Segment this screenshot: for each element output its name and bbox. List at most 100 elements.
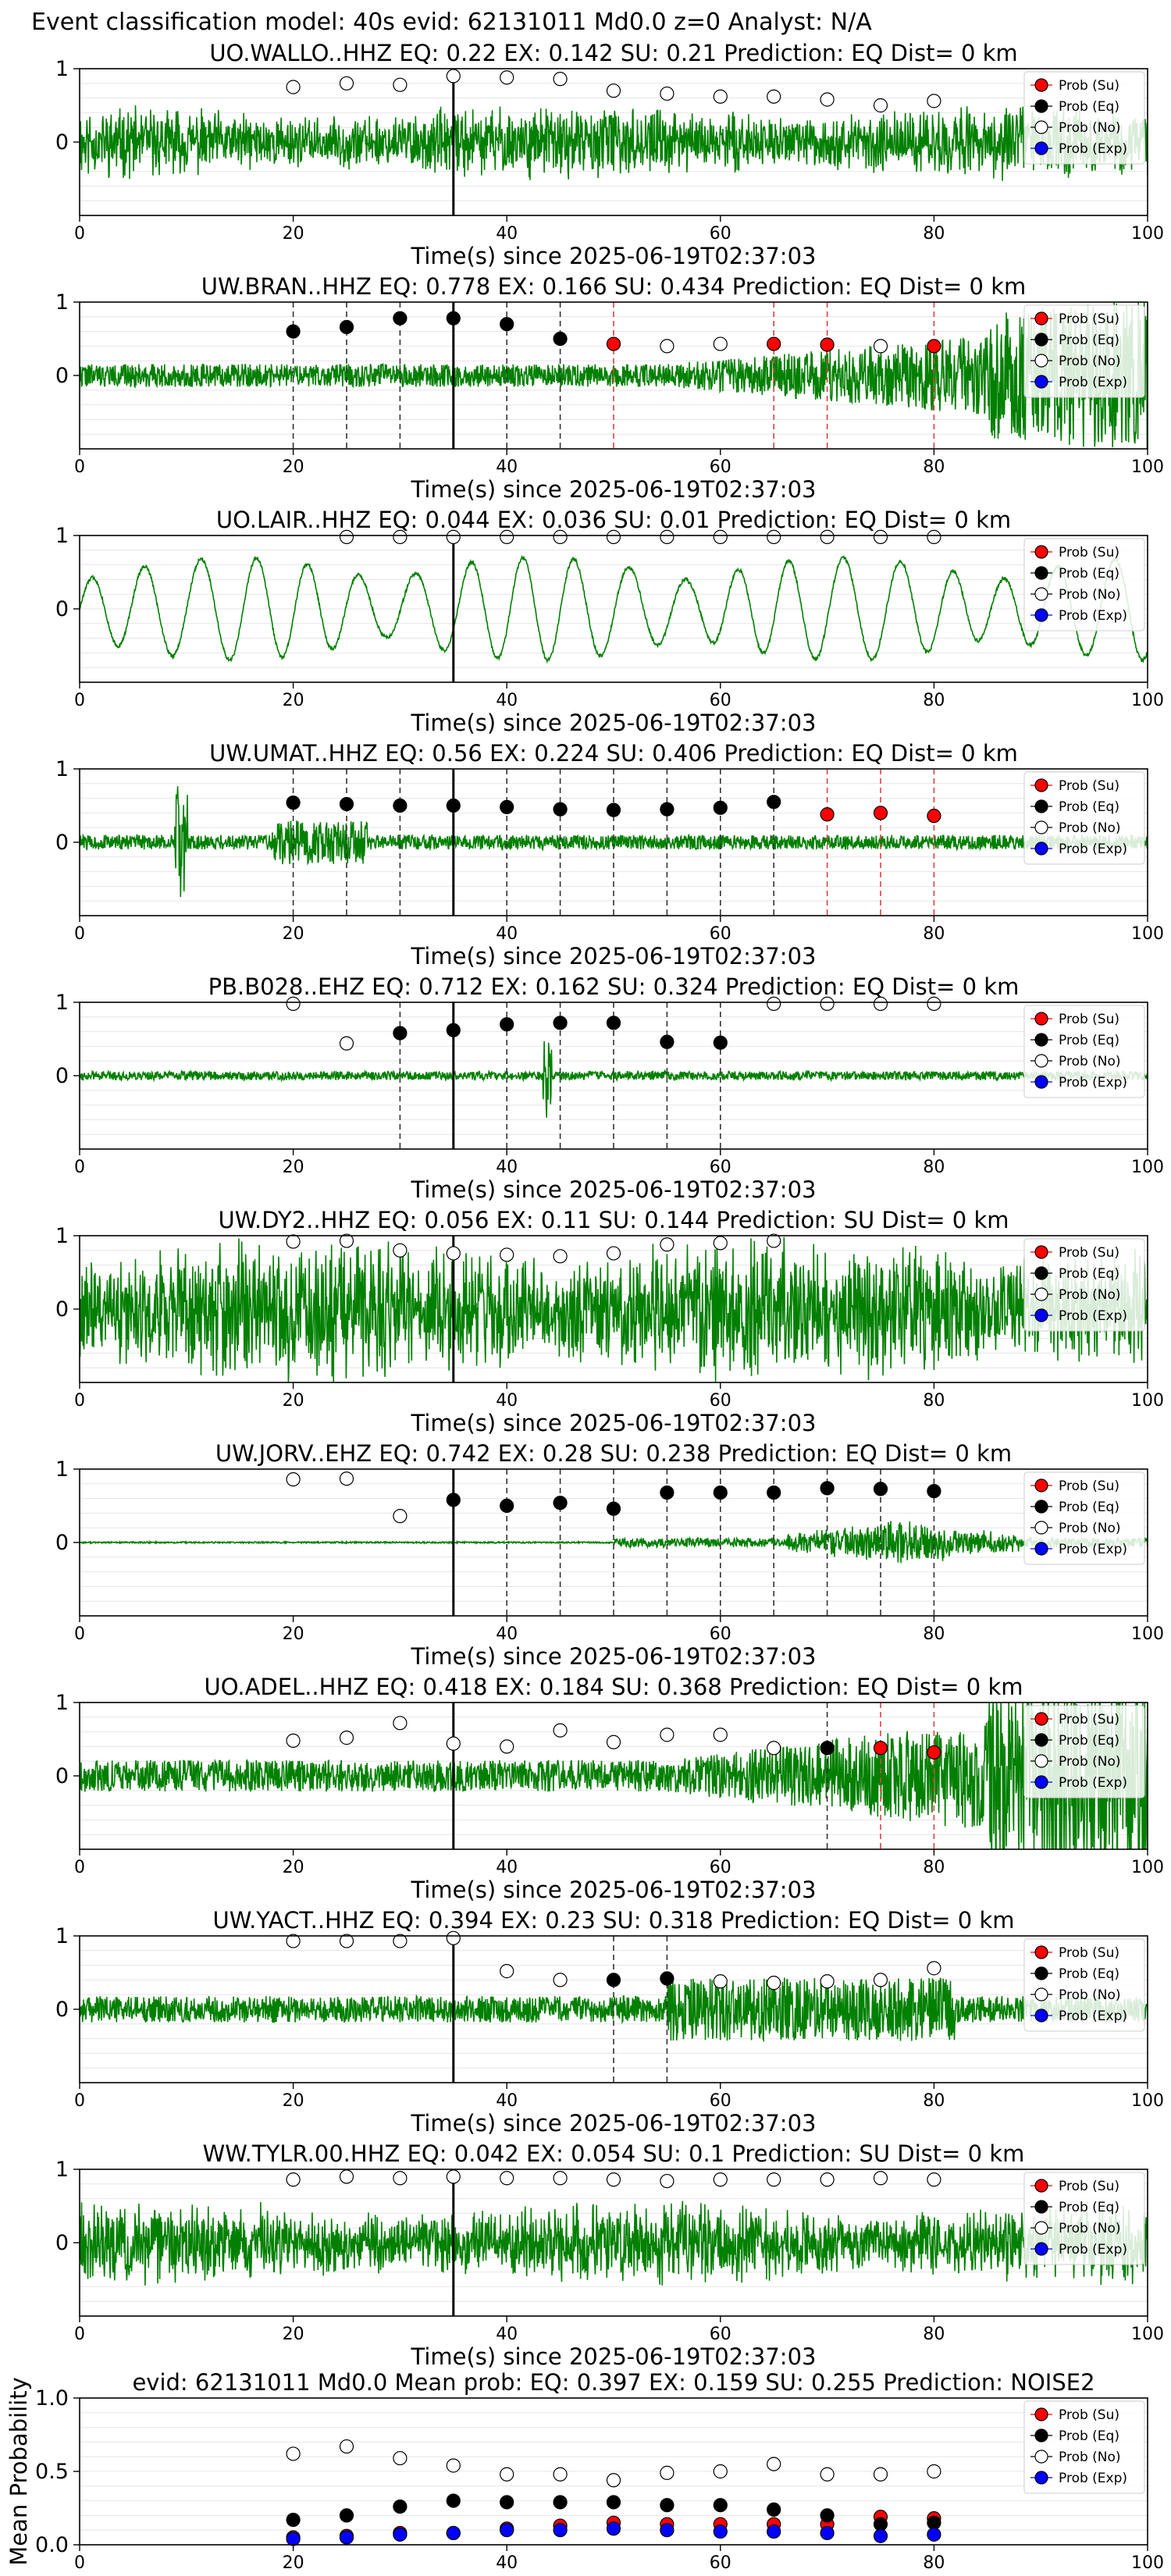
prob-marker-probsu xyxy=(820,337,835,352)
x-tick-label: 20 xyxy=(283,457,304,477)
prob-marker-probno xyxy=(927,94,941,109)
y-tick-label: 1 xyxy=(55,757,69,781)
prob-marker-probeq xyxy=(393,311,408,326)
prob-marker-probeq xyxy=(286,324,301,339)
prob-marker-probno xyxy=(286,996,301,1011)
station-panel-2: UW.BRAN..HHZ EQ: 0.778 EX: 0.166 SU: 0.4… xyxy=(55,273,1164,503)
prob-marker-probno xyxy=(820,2172,835,2187)
legend-marker xyxy=(1034,99,1048,113)
prob-marker-probeq xyxy=(339,319,354,335)
prob-marker-probeq xyxy=(713,1035,728,1050)
prob-marker-probeq xyxy=(927,1484,941,1499)
prob-marker-probno xyxy=(713,1727,728,1742)
prob-marker-probsu xyxy=(927,339,941,354)
prob-marker-probexp xyxy=(393,2527,408,2542)
prob-marker-probeq xyxy=(286,795,301,810)
legend: Prob (Su) Prob (Eq) Prob (No) Prob (Exp) xyxy=(1023,1005,1145,1098)
legend-marker xyxy=(1034,354,1048,368)
legend-marker xyxy=(1034,2008,1048,2023)
panel-title: UW.YACT..HHZ EQ: 0.394 EX: 0.23 SU: 0.31… xyxy=(213,1907,1015,1934)
x-tick-label: 80 xyxy=(923,924,945,944)
legend-marker xyxy=(1034,1500,1048,1514)
legend-label: Prob (Eq) xyxy=(1059,99,1119,115)
legend-label: Prob (Exp) xyxy=(1059,375,1127,390)
x-tick-label: 80 xyxy=(923,1624,945,1644)
legend: Prob (Su) Prob (Eq) Prob (No) Prob (Exp) xyxy=(1023,71,1145,165)
prob-marker-probno xyxy=(393,2171,408,2186)
prob-marker-probno xyxy=(713,1974,728,1989)
prob-marker-probno xyxy=(339,2169,354,2184)
x-tick-label: 60 xyxy=(710,2325,731,2344)
prob-marker-probno xyxy=(446,1246,461,1261)
station-panel-10: WW.TYLR.00.HHZ EQ: 0.042 EX: 0.054 SU: 0… xyxy=(55,2140,1164,2370)
legend-marker xyxy=(1034,2471,1048,2485)
x-axis-label: Time(s) since 2025-06-19T02:37:03 xyxy=(411,1176,817,1203)
prob-marker-probexp xyxy=(660,2523,674,2538)
y-tick-label: 0 xyxy=(55,1064,69,1088)
station-panel-8: UO.ADEL..HHZ EQ: 0.418 EX: 0.184 SU: 0.3… xyxy=(55,1674,1164,1903)
y-tick-label: 1 xyxy=(55,991,69,1015)
x-axis-label: Time(s) since 2025-06-19T02:37:03 xyxy=(411,1410,817,1436)
prob-marker-probeq xyxy=(660,1971,674,1986)
x-tick-label: 0 xyxy=(74,457,85,477)
prob-marker-probno xyxy=(393,1509,408,1524)
y-tick-label: 0.0 xyxy=(35,2533,69,2557)
prob-marker-probeq xyxy=(767,2502,781,2517)
x-tick-label: 100 xyxy=(1131,1158,1164,1177)
prob-marker-probno xyxy=(820,996,835,1011)
prob-marker-probno xyxy=(820,529,835,544)
x-axis-label: Time(s) since 2025-06-19T02:37:03 xyxy=(411,943,817,970)
x-tick-label: 80 xyxy=(923,2325,945,2344)
legend-marker xyxy=(1034,1308,1048,1322)
prob-marker-probno xyxy=(713,336,728,351)
prob-marker-probeq xyxy=(500,799,514,814)
x-tick-label: 80 xyxy=(923,2091,945,2111)
x-tick-label: 40 xyxy=(496,1624,518,1644)
legend: Prob (Su) Prob (Eq) Prob (No) Prob (Exp) xyxy=(1023,771,1145,865)
prob-marker-probno xyxy=(873,1973,888,1987)
prob-marker-probno xyxy=(286,2172,301,2187)
y-tick-label: 1 xyxy=(55,1924,69,1948)
prob-marker-probno xyxy=(286,1733,301,1748)
prob-marker-probeq xyxy=(446,311,461,326)
legend: Prob (Su) Prob (Eq) Prob (No) Prob (Exp) xyxy=(1023,304,1145,398)
prob-marker-probno xyxy=(767,2172,781,2187)
prob-marker-probno xyxy=(339,1471,354,1486)
legend-label: Prob (No) xyxy=(1059,1054,1121,1069)
prob-marker-probno xyxy=(660,1727,674,1742)
legend-label: Prob (No) xyxy=(1059,587,1121,603)
prob-marker-probno xyxy=(500,1247,514,1262)
x-tick-label: 0 xyxy=(74,1624,85,1644)
prob-marker-probno xyxy=(606,2473,621,2488)
x-tick-label: 40 xyxy=(496,2091,518,2111)
legend-label: Prob (Eq) xyxy=(1059,566,1119,582)
x-tick-label: 0 xyxy=(74,1858,85,1877)
legend-label: Prob (No) xyxy=(1059,2450,1121,2465)
prob-marker-probeq xyxy=(500,2495,514,2510)
legend-marker xyxy=(1034,1966,1048,1980)
waveform-trace xyxy=(80,786,1148,898)
prob-marker-probno xyxy=(553,529,568,544)
prob-marker-probno xyxy=(339,2439,354,2454)
waveform-trace xyxy=(80,105,1148,181)
legend-label: Prob (Exp) xyxy=(1059,2471,1127,2486)
legend-label: Prob (Su) xyxy=(1059,1712,1119,1727)
prob-marker-probno xyxy=(446,69,461,84)
prob-marker-probno xyxy=(873,339,888,354)
legend-label: Prob (Eq) xyxy=(1059,2200,1119,2215)
prob-marker-probno xyxy=(606,529,621,544)
x-tick-label: 60 xyxy=(710,1858,731,1877)
legend-marker xyxy=(1034,1075,1048,1089)
legend: Prob (Su) Prob (Eq) Prob (No) Prob (Exp) xyxy=(1023,1705,1145,1799)
x-axis-label: Time(s) since 2025-06-19T02:37:03 xyxy=(411,2110,817,2137)
prob-marker-probeq xyxy=(606,1501,621,1516)
prob-marker-probno xyxy=(927,1961,941,1976)
waveform-trace xyxy=(80,1521,1148,1564)
prob-marker-probeq xyxy=(553,1496,568,1510)
prob-marker-probexp xyxy=(500,2523,514,2538)
legend-marker xyxy=(1034,1542,1048,1556)
x-tick-label: 20 xyxy=(283,924,304,944)
prob-marker-probeq xyxy=(713,800,728,815)
prob-marker-probno xyxy=(500,1739,514,1754)
prob-marker-probeq xyxy=(339,2508,354,2523)
